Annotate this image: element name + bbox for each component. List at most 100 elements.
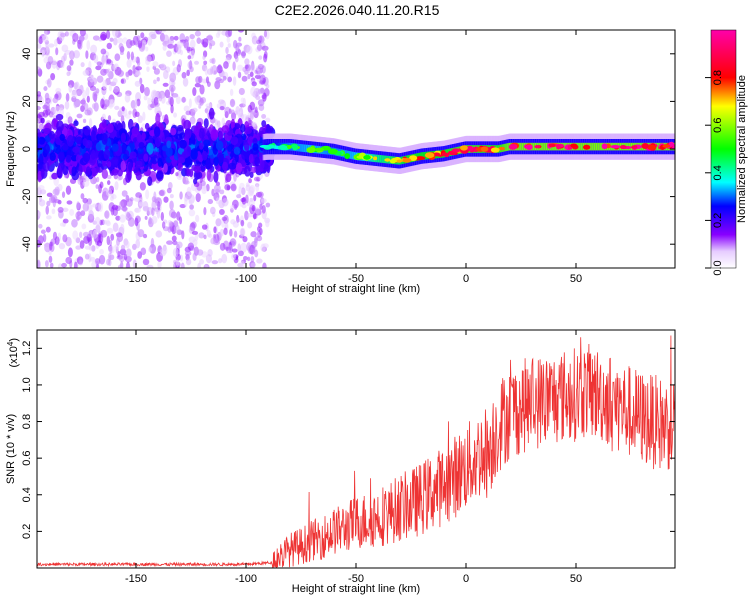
heatmap-cell — [237, 111, 242, 116]
heatmap-cell — [662, 144, 671, 148]
heatmap-cell — [140, 32, 145, 39]
heatmap-cell — [163, 163, 168, 173]
heatmap-cell — [86, 198, 92, 205]
heatmap-cell — [138, 201, 144, 207]
heatmap-cell — [244, 58, 250, 66]
heatmap-cell — [142, 258, 150, 266]
heatmap-cell — [109, 147, 114, 158]
heatmap-cell — [43, 127, 51, 135]
heatmap-x-ticks: -150 -100 -50 0 50 — [125, 30, 582, 285]
heatmap-cell — [55, 47, 59, 56]
heatmap-cell — [118, 42, 124, 50]
heatmap-cell — [237, 250, 244, 257]
heatmap-cell — [183, 119, 192, 130]
heatmap-cell — [49, 262, 54, 268]
heatmap-cell — [261, 120, 267, 128]
heatmap-cell — [90, 149, 96, 160]
heatmap-cell — [76, 113, 83, 119]
heatmap-cell — [108, 239, 113, 246]
heatmap-cell — [65, 92, 70, 102]
heatmap-cell — [66, 200, 73, 205]
heatmap-cell — [43, 143, 50, 154]
heatmap-cell — [82, 197, 88, 204]
heatmap-cell — [203, 118, 209, 129]
heatmap-cell — [254, 74, 262, 79]
heatmap-cell — [155, 170, 164, 180]
heatmap-cell — [73, 261, 78, 268]
heatmap-cell — [236, 218, 241, 223]
heatmap-cell — [192, 107, 198, 113]
heatmap-cell — [207, 199, 214, 205]
heatmap-cell — [221, 197, 229, 207]
heatmap-cell — [248, 186, 254, 196]
heatmap-cell — [125, 255, 132, 263]
heatmap-cell — [49, 241, 53, 251]
heatmap-cell — [51, 172, 59, 180]
heatmap-cell — [137, 115, 143, 124]
heatmap-cell — [166, 50, 172, 58]
heatmap-cell — [98, 202, 104, 213]
heatmap-cell — [225, 46, 229, 55]
heatmap-cell — [242, 236, 248, 243]
heatmap-cell — [109, 99, 115, 108]
heatmap-cell — [126, 38, 133, 49]
heatmap-cell — [83, 128, 90, 136]
heatmap-cell — [145, 189, 150, 200]
heatmap-cell — [83, 235, 90, 244]
y-tick-label: 0.8 — [21, 414, 33, 429]
heatmap-cell — [55, 87, 62, 94]
heatmap-cell — [113, 37, 118, 46]
heatmap-cell — [64, 31, 69, 37]
heatmap-cell — [139, 182, 146, 191]
heatmap-cell — [37, 96, 44, 105]
heatmap-cell — [106, 161, 112, 168]
heatmap-cell — [37, 136, 40, 145]
heatmap-cell — [219, 189, 225, 195]
heatmap-cell — [131, 126, 139, 137]
heatmap-cell — [91, 103, 96, 110]
heatmap-cell — [152, 61, 159, 68]
heatmap-cell — [57, 165, 62, 177]
heatmap-cell — [134, 99, 138, 109]
heatmap-cell — [95, 88, 100, 94]
heatmap-cell — [199, 97, 204, 106]
heatmap-cell — [37, 128, 41, 139]
heatmap-cell — [409, 155, 418, 161]
heatmap-cell — [80, 62, 85, 68]
heatmap-cell — [263, 53, 268, 63]
heatmap-cell — [46, 200, 51, 207]
heatmap-cell — [182, 114, 187, 119]
heatmap-cell — [49, 152, 56, 162]
heatmap-cell — [56, 120, 64, 133]
heatmap-cell — [43, 56, 49, 64]
heatmap-cell — [145, 55, 153, 62]
heatmap-cell — [230, 109, 235, 118]
x-tick-label: 0 — [463, 573, 469, 585]
heatmap-cell — [647, 144, 657, 150]
heatmap-cell — [134, 111, 140, 118]
heatmap-cell — [165, 146, 173, 158]
heatmap-cell — [221, 125, 230, 134]
heatmap-cell — [75, 154, 81, 163]
heatmap-cell — [80, 193, 85, 200]
heatmap-cell — [176, 44, 182, 55]
heatmap-cell — [231, 253, 237, 260]
heatmap-cell — [218, 209, 225, 216]
heatmap-cell — [234, 122, 241, 130]
heatmap-cell — [43, 243, 51, 248]
heatmap-cell — [175, 96, 181, 105]
heatmap-cell — [61, 191, 66, 199]
heatmap-cell — [72, 230, 79, 240]
heatmap-cell — [186, 69, 191, 77]
heatmap-cell — [389, 159, 397, 164]
heatmap-cell — [196, 249, 204, 256]
heatmap-cell — [42, 233, 47, 243]
heatmap-cell — [155, 230, 163, 238]
heatmap-cell — [160, 211, 165, 222]
heatmap-cell — [37, 43, 42, 49]
heatmap-cell — [259, 144, 269, 148]
heatmap-cell — [69, 208, 75, 216]
heatmap-cell — [169, 200, 174, 210]
heatmap-cell — [134, 215, 141, 224]
heatmap-cell — [198, 127, 205, 139]
